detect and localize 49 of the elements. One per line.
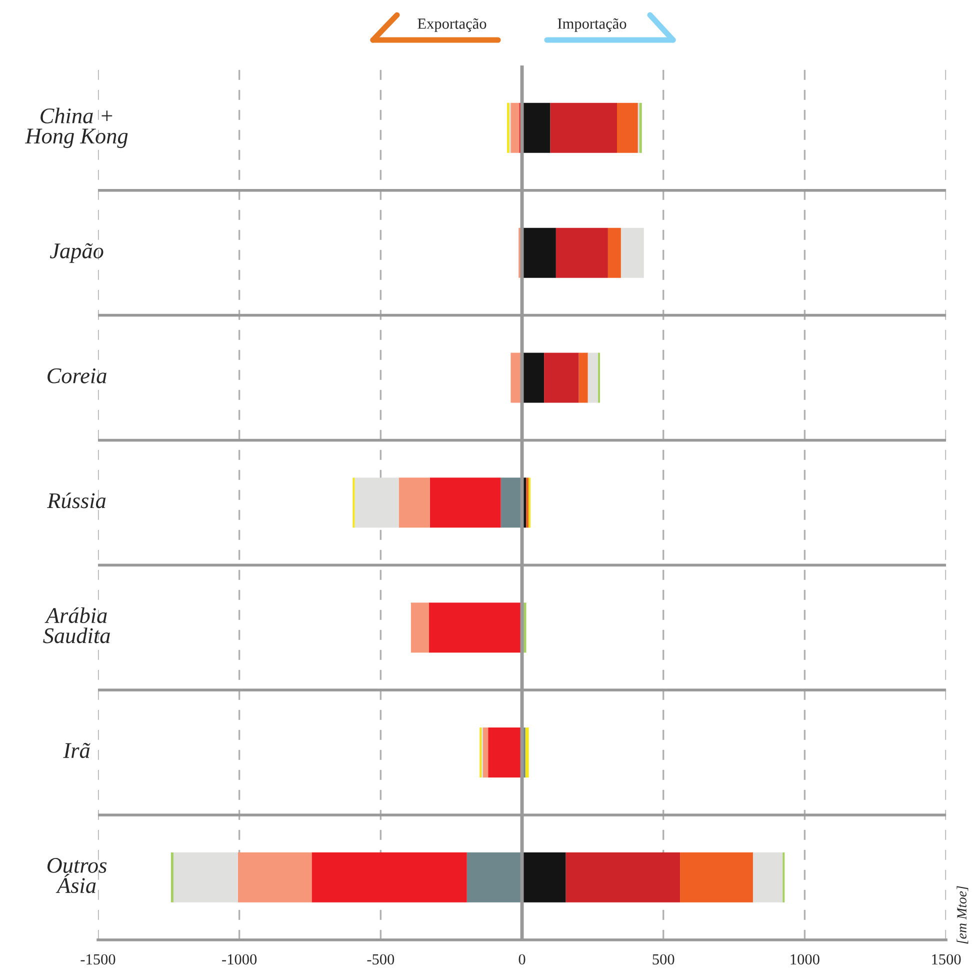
bar xyxy=(522,352,544,403)
bar xyxy=(550,102,617,153)
bar xyxy=(430,478,501,528)
bar xyxy=(680,852,753,902)
bar xyxy=(488,728,522,778)
bar xyxy=(608,228,621,278)
bar xyxy=(170,852,174,902)
y-tick-label: China + Hong Kong xyxy=(24,108,128,148)
bar xyxy=(544,352,579,403)
x-tick-label: -1500 xyxy=(80,954,116,965)
bar xyxy=(578,352,588,403)
text: Importação xyxy=(558,18,626,32)
bar xyxy=(354,478,399,528)
text: Exportação xyxy=(418,18,486,32)
y-tick-label: Rússia xyxy=(47,492,106,508)
x-tick-label: -500 xyxy=(367,954,394,965)
bar xyxy=(510,102,520,153)
text: [em Mtoe] xyxy=(956,886,968,944)
bar xyxy=(500,478,522,528)
bar xyxy=(429,602,522,653)
x-tick-label: -1000 xyxy=(222,954,257,965)
y-tick-label: Coreia xyxy=(48,368,106,384)
x-tick-label: 1500 xyxy=(932,954,961,965)
bar xyxy=(752,852,783,902)
bar xyxy=(617,102,638,153)
x-tick-label: 1000 xyxy=(790,954,820,965)
bar xyxy=(588,352,598,403)
bar xyxy=(410,602,430,653)
bar xyxy=(639,102,642,153)
bar xyxy=(620,228,644,278)
x-tick-label: 500 xyxy=(652,954,674,965)
bar xyxy=(238,852,312,902)
bar xyxy=(510,352,522,403)
bar xyxy=(566,852,680,902)
bar xyxy=(556,228,608,278)
bar xyxy=(522,228,556,278)
bar xyxy=(483,728,488,778)
bar xyxy=(522,852,566,902)
bar xyxy=(466,852,522,902)
y-tick-label: Irã xyxy=(63,742,90,758)
bar xyxy=(173,852,238,902)
y-tick-label: Japão xyxy=(50,243,104,263)
bar xyxy=(522,102,550,153)
y-tick-label: Arábia Saudita xyxy=(43,607,110,644)
bar xyxy=(525,728,529,778)
bar xyxy=(312,852,467,902)
bar xyxy=(398,478,430,528)
x-tick-label: 0 xyxy=(518,954,526,965)
y-tick-label: Outros Ásia xyxy=(47,858,107,894)
